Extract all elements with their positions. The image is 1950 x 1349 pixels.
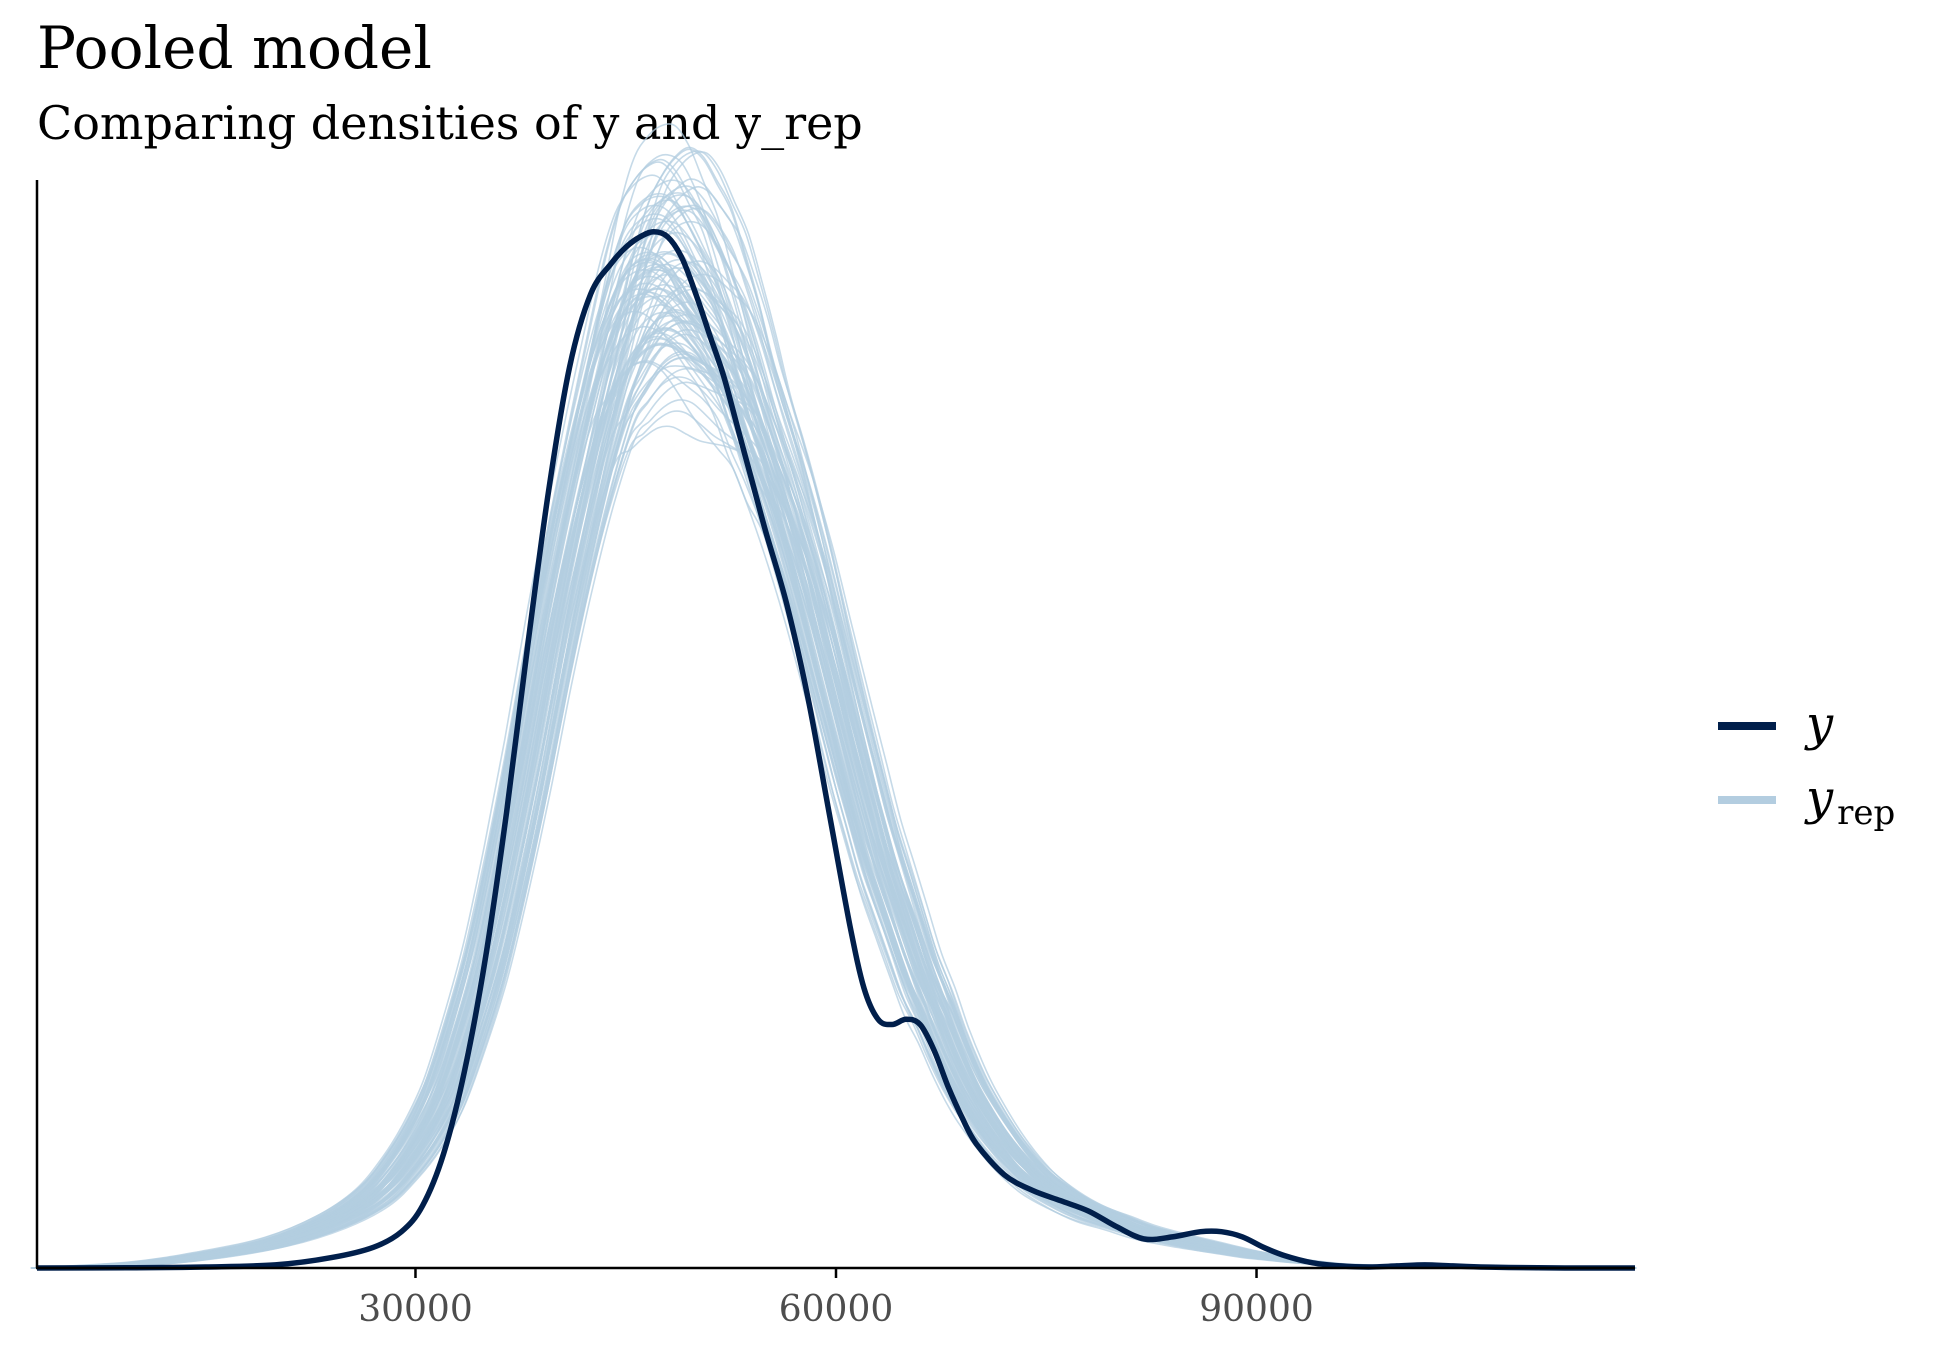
x-tick-label: 90000 [1199, 1289, 1314, 1330]
y-rep-line [36, 365, 1635, 1269]
y-rep-line [37, 304, 1636, 1269]
y-series-group [36, 229, 1636, 1271]
y-rep-line [39, 329, 1636, 1269]
y-rep-line [41, 381, 1636, 1269]
axes: 30000 60000 90000 [35, 180, 1635, 1330]
y-rep-series-group [30, 123, 1637, 1269]
legend-label: y rep [1804, 770, 1895, 833]
y-rep-line [35, 361, 1635, 1269]
y-rep-line [40, 321, 1636, 1269]
chart-subtitle: Comparing densities of y and y_rep [37, 96, 863, 150]
y-rep-line [32, 295, 1634, 1269]
y-rep-line [37, 332, 1636, 1269]
y-rep-line [40, 342, 1636, 1269]
y-rep-line [36, 294, 1635, 1269]
y-rep-line [31, 360, 1634, 1269]
legend-label-subscript: rep [1837, 793, 1895, 833]
y-rep-line [37, 319, 1636, 1269]
y-rep-line [37, 327, 1635, 1269]
y-rep-line [39, 308, 1636, 1269]
y-rep-line [38, 327, 1636, 1269]
y-rep-line [42, 320, 1637, 1269]
y-rep-line [41, 410, 1637, 1269]
x-tick-label: 30000 [358, 1289, 473, 1330]
chart-title: Pooled model [37, 14, 432, 82]
y-rep-line [40, 314, 1636, 1269]
y-rep-line [43, 399, 1637, 1269]
y-rep-line [32, 275, 1634, 1269]
y-rep-line [31, 161, 1634, 1269]
y-rep-line [30, 288, 1634, 1269]
legend-label: y [1804, 696, 1834, 752]
legend: y y rep [1718, 696, 1895, 833]
y-rep-line [31, 269, 1634, 1269]
x-tick-label: 60000 [779, 1289, 894, 1330]
y-rep-line [39, 185, 1636, 1269]
y-line [36, 229, 1636, 1271]
y-rep-line [39, 311, 1636, 1269]
y-rep-line [42, 350, 1637, 1269]
